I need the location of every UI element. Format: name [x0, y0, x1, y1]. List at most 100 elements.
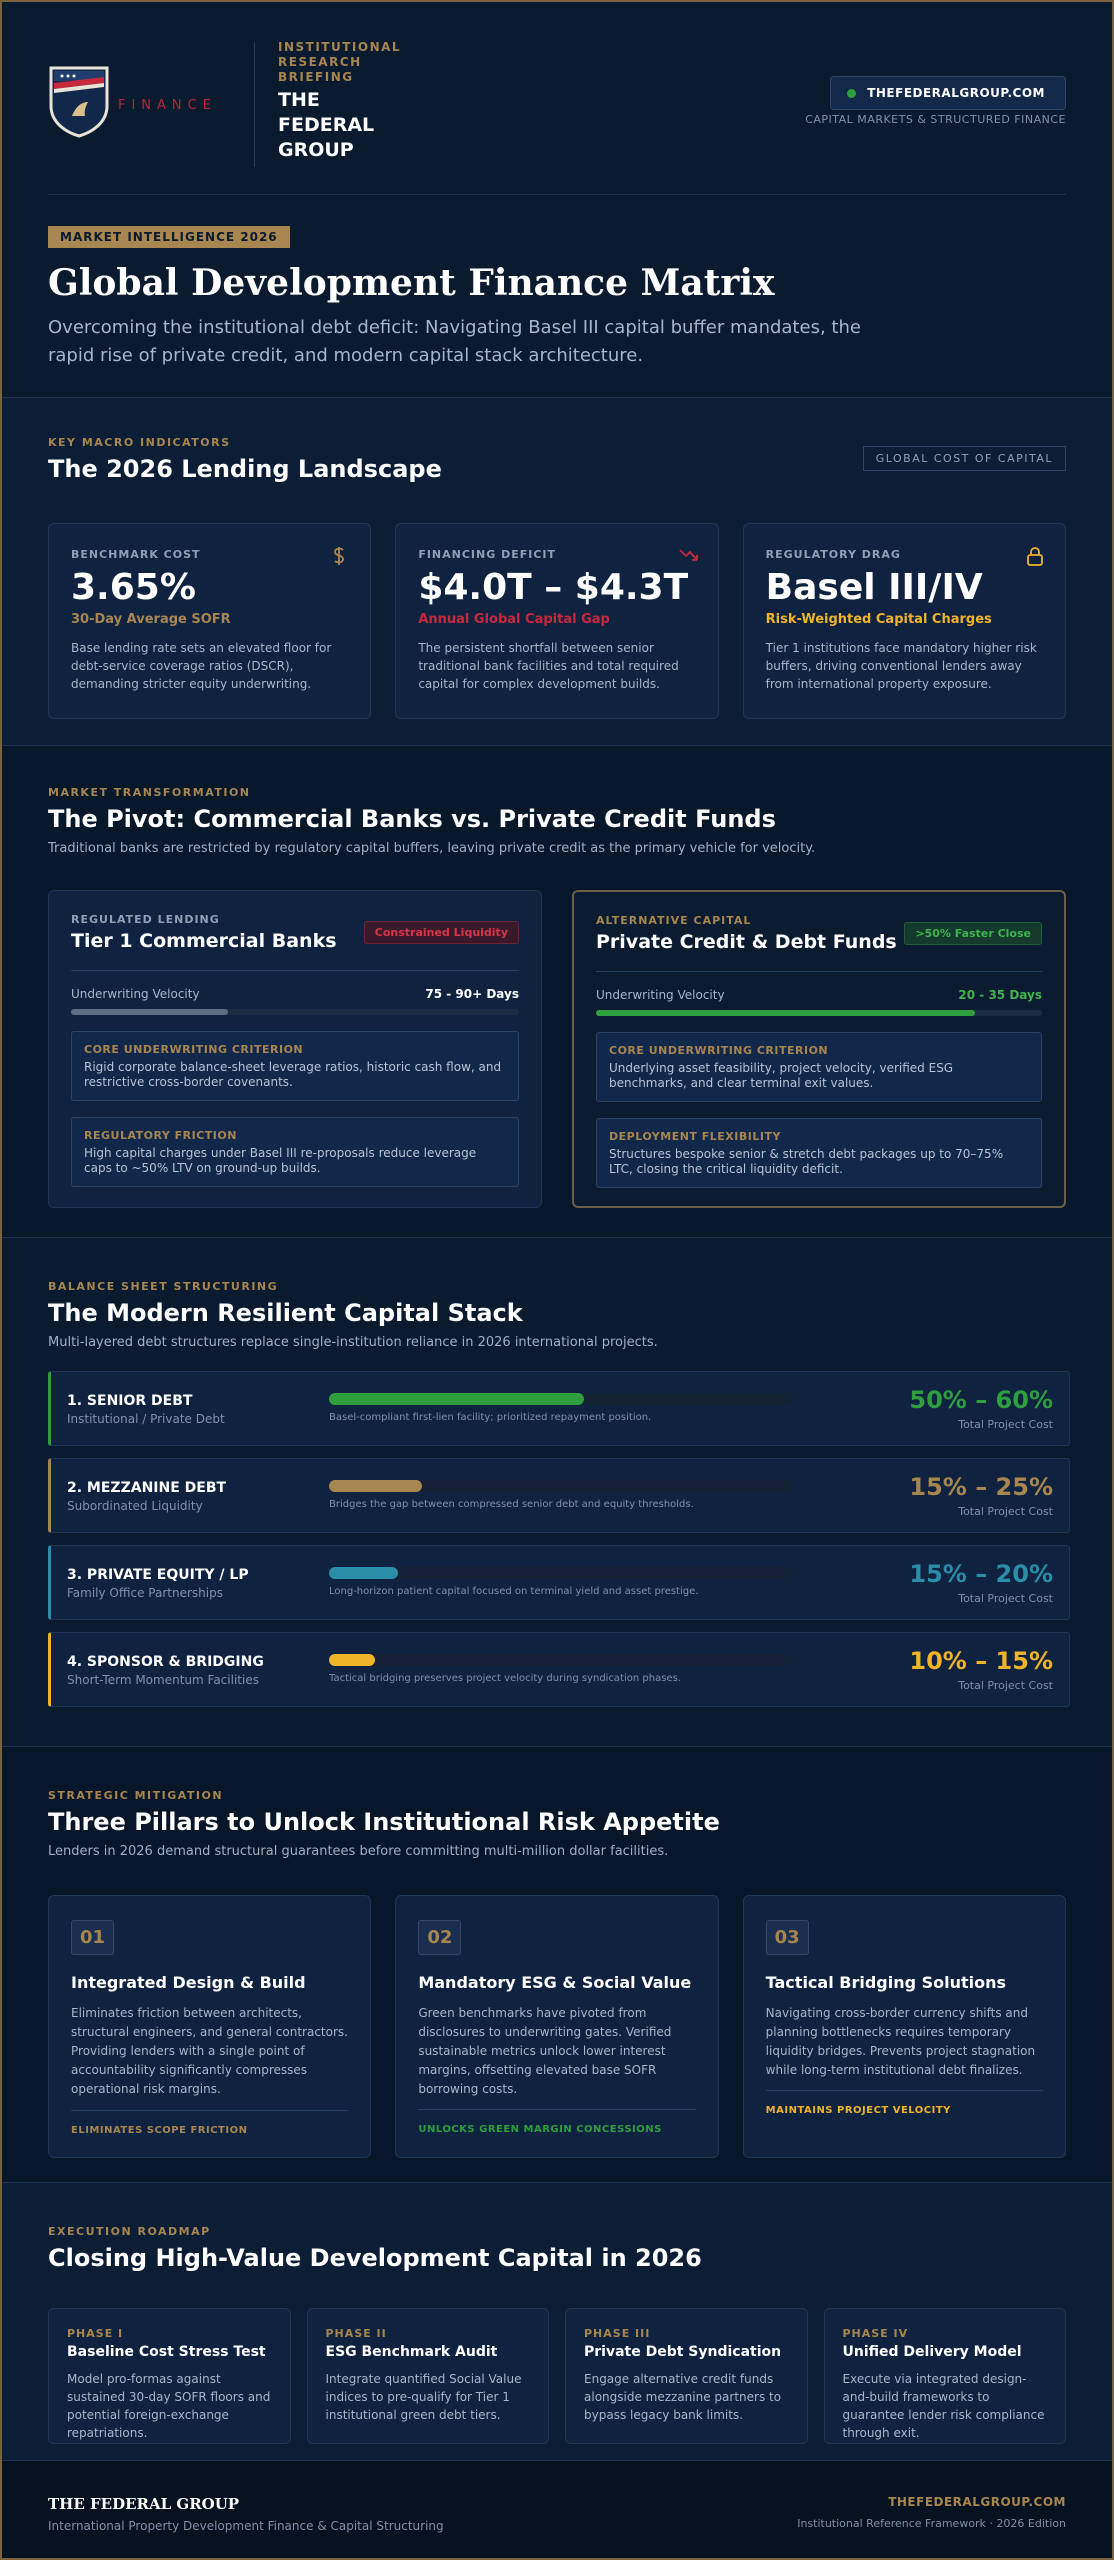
- card-eyebrow: ALTERNATIVE CAPITAL: [596, 914, 752, 927]
- tier-share: 50% – 60%: [909, 1386, 1053, 1414]
- phase-card: PHASE II ESG Benchmark Audit Integrate qua…: [306, 2308, 549, 2444]
- tier-name: 1. SENIOR DEBT: [67, 1393, 193, 1409]
- section: MARKET TRANSFORMATION The Pivot: Commerci…: [2, 745, 1112, 1237]
- badge: MARKET INTELLIGENCE 2026: [48, 226, 290, 248]
- pillar-card: 02 Mandatory ESG & Social Value Green benc…: [395, 1895, 719, 2158]
- card-text: Tier 1 institutions face mandatory highe…: [765, 641, 1037, 691]
- block-text: Rigid corporate balance-sheet leverage r…: [84, 1060, 502, 1089]
- shield-icon: [49, 66, 109, 138]
- eyebrow: STRATEGIC MITIGATION: [48, 1789, 224, 1802]
- stack-tier: 4. SPONSOR & BRIDGING Short-Term Momentum…: [48, 1632, 1070, 1707]
- section: KEY MACRO INDICATORS The 2026 Lending Lan…: [2, 397, 1112, 745]
- icon: [1025, 546, 1045, 570]
- eyebrow: KEY MACRO INDICATORS: [48, 436, 231, 449]
- rule: [71, 970, 519, 971]
- hero-title: Global Development Finance Matrix: [48, 262, 775, 304]
- stack-tier: 2. MEZZANINE DEBT Subordinated Liquidity B…: [48, 1458, 1070, 1533]
- block-text: Structures bespoke senior & stretch debt…: [609, 1147, 1004, 1176]
- pillar-cards: 01 Integrated Design & Build Eliminates fr…: [48, 1895, 1066, 2158]
- tier-note: Tactical bridging preserves project velo…: [329, 1673, 681, 1684]
- section: BALANCE SHEET STRUCTURING The Modern Resi…: [2, 1237, 1112, 1746]
- eyebrow: BALANCE SHEET STRUCTURING: [48, 1280, 279, 1293]
- velocity-label: Underwriting Velocity: [596, 988, 725, 1002]
- pillar-number: 03: [765, 1920, 809, 1955]
- icon: [1027, 547, 1043, 566]
- stack-tier: 1. SENIOR DEBT Institutional / Private De…: [48, 1371, 1070, 1446]
- block-text: Underlying asset feasibility, project ve…: [609, 1061, 954, 1090]
- criterion-block: CORE UNDERWRITING CRITERION Underlying as…: [596, 1032, 1042, 1102]
- eyebrow: MARKET TRANSFORMATION: [48, 786, 251, 799]
- icon: [679, 549, 698, 561]
- logo-text: FINANCE: [118, 98, 217, 113]
- pillar-text: Eliminates friction between architects, …: [71, 2006, 348, 2096]
- card-sub: Annual Global Capital Gap: [418, 612, 610, 627]
- card-label: BENCHMARK COST: [71, 548, 201, 561]
- tier-sub: Family Office Partnerships: [67, 1586, 223, 1600]
- pillar-card: 03 Tactical Bridging Solutions Navigating …: [742, 1895, 1066, 2158]
- tier-note: Basel-compliant first-lien facility; pri…: [329, 1412, 652, 1423]
- indicator-card: BENCHMARK COST 3.65% 30-Day Average SOFR Ba…: [48, 523, 372, 719]
- block-title: DEPLOYMENT FLEXIBILITY: [609, 1130, 781, 1143]
- block-title: REGULATORY FRICTION: [84, 1129, 237, 1142]
- pillar-title: Mandatory ESG & Social Value: [418, 1973, 692, 1992]
- phase-card: PHASE III Private Debt Syndication Engage …: [565, 2308, 808, 2444]
- block-title: CORE UNDERWRITING CRITERION: [84, 1043, 304, 1056]
- stack-tier: 3. PRIVATE EQUITY / LP Family Office Part…: [48, 1545, 1070, 1620]
- rule: [765, 2090, 1043, 2091]
- phase-label: PHASE I: [67, 2327, 124, 2340]
- card-title: Tier 1 Commercial Banks: [71, 930, 337, 952]
- phase-text: Integrate quantified Social Value indice…: [325, 2372, 522, 2422]
- card-value: Basel III/IV: [765, 567, 983, 608]
- tier-bar: [329, 1393, 584, 1405]
- card-value: 3.65%: [71, 567, 196, 608]
- velocity-bar: [71, 1009, 228, 1015]
- briefing-label: INSTITUTIONAL RESEARCH BRIEFING: [278, 40, 402, 84]
- card-text: Base lending rate sets an elevated floor…: [71, 641, 332, 691]
- phase-text: Execute via integrated design-and-build …: [842, 2372, 1045, 2440]
- velocity-label: Underwriting Velocity: [71, 987, 200, 1001]
- pillar-text: Navigating cross-border currency shifts …: [765, 2006, 1036, 2077]
- tier-name: 3. PRIVATE EQUITY / LP: [67, 1567, 249, 1583]
- section-title: The Pivot: Commercial Banks vs. Private …: [48, 805, 776, 833]
- section-title: Closing High-Value Development Capital i…: [48, 2244, 702, 2272]
- tag: GLOBAL COST OF CAPITAL: [862, 446, 1066, 471]
- card-label: REGULATORY DRAG: [765, 548, 901, 561]
- tier-sub: Subordinated Liquidity: [67, 1499, 203, 1513]
- tier-bar: [329, 1480, 422, 1492]
- criterion-block: REGULATORY FRICTION High capital charges …: [71, 1117, 519, 1187]
- hero-subtitle: Overcoming the institutional debt defici…: [48, 317, 861, 366]
- indicator-cards: BENCHMARK COST 3.65% 30-Day Average SOFR Ba…: [48, 523, 1066, 719]
- website-pill: THEFEDERALGROUP.COM: [830, 76, 1066, 110]
- logo: [48, 64, 110, 138]
- footer-edition: Institutional Reference Framework · 2026…: [797, 2517, 1066, 2530]
- tier-share-label: Total Project Cost: [958, 1592, 1053, 1605]
- section-subtitle: Multi-layered debt structures replace si…: [48, 1335, 658, 1350]
- section: MARKET INTELLIGENCE 2026 Global Developme…: [2, 198, 1112, 397]
- tier-sub: Short-Term Momentum Facilities: [67, 1673, 259, 1687]
- pillar-footer: UNLOCKS GREEN MARGIN CONCESSIONS: [418, 2124, 662, 2135]
- tier-share-label: Total Project Cost: [958, 1418, 1053, 1431]
- card-sub: Risk-Weighted Capital Charges: [765, 612, 992, 627]
- phase-text: Engage alternative credit funds alongsid…: [584, 2372, 782, 2422]
- tier-bar: [329, 1654, 376, 1666]
- pillar-footer: ELIMINATES SCOPE FRICTION: [71, 2125, 248, 2136]
- tier-share: 15% – 20%: [909, 1560, 1053, 1588]
- block-title: CORE UNDERWRITING CRITERION: [609, 1044, 829, 1057]
- pillar-text: Green benchmarks have pivoted from discl…: [418, 2006, 672, 2096]
- website: THEFEDERALGROUP.COM: [867, 86, 1045, 100]
- pivot-card: ALTERNATIVE CAPITAL Private Credit & Debt…: [572, 890, 1066, 1208]
- velocity-value: 20 - 35 Days: [958, 988, 1042, 1002]
- velocity-bar: [596, 1010, 976, 1016]
- section: FINANCE INSTITUTIONAL RESEARCH BRIEFING TH…: [2, 2, 1112, 198]
- indicator-card: FINANCING DEFICIT $4.0T – $4.3T Annual Glo…: [395, 523, 719, 719]
- icon: [330, 546, 350, 570]
- rule: [48, 194, 1066, 195]
- tier-bar: [329, 1567, 399, 1579]
- rule: [71, 2110, 349, 2111]
- icon: [334, 547, 345, 565]
- pillar-title: Integrated Design & Build: [71, 1973, 306, 1992]
- section: THE FEDERAL GROUP International Property …: [2, 2460, 1112, 2558]
- pivot-cards: REGULATED LENDING Tier 1 Commercial Banks…: [48, 890, 1066, 1208]
- phase-cards: PHASE I Baseline Cost Stress Test Model pr…: [48, 2308, 1066, 2444]
